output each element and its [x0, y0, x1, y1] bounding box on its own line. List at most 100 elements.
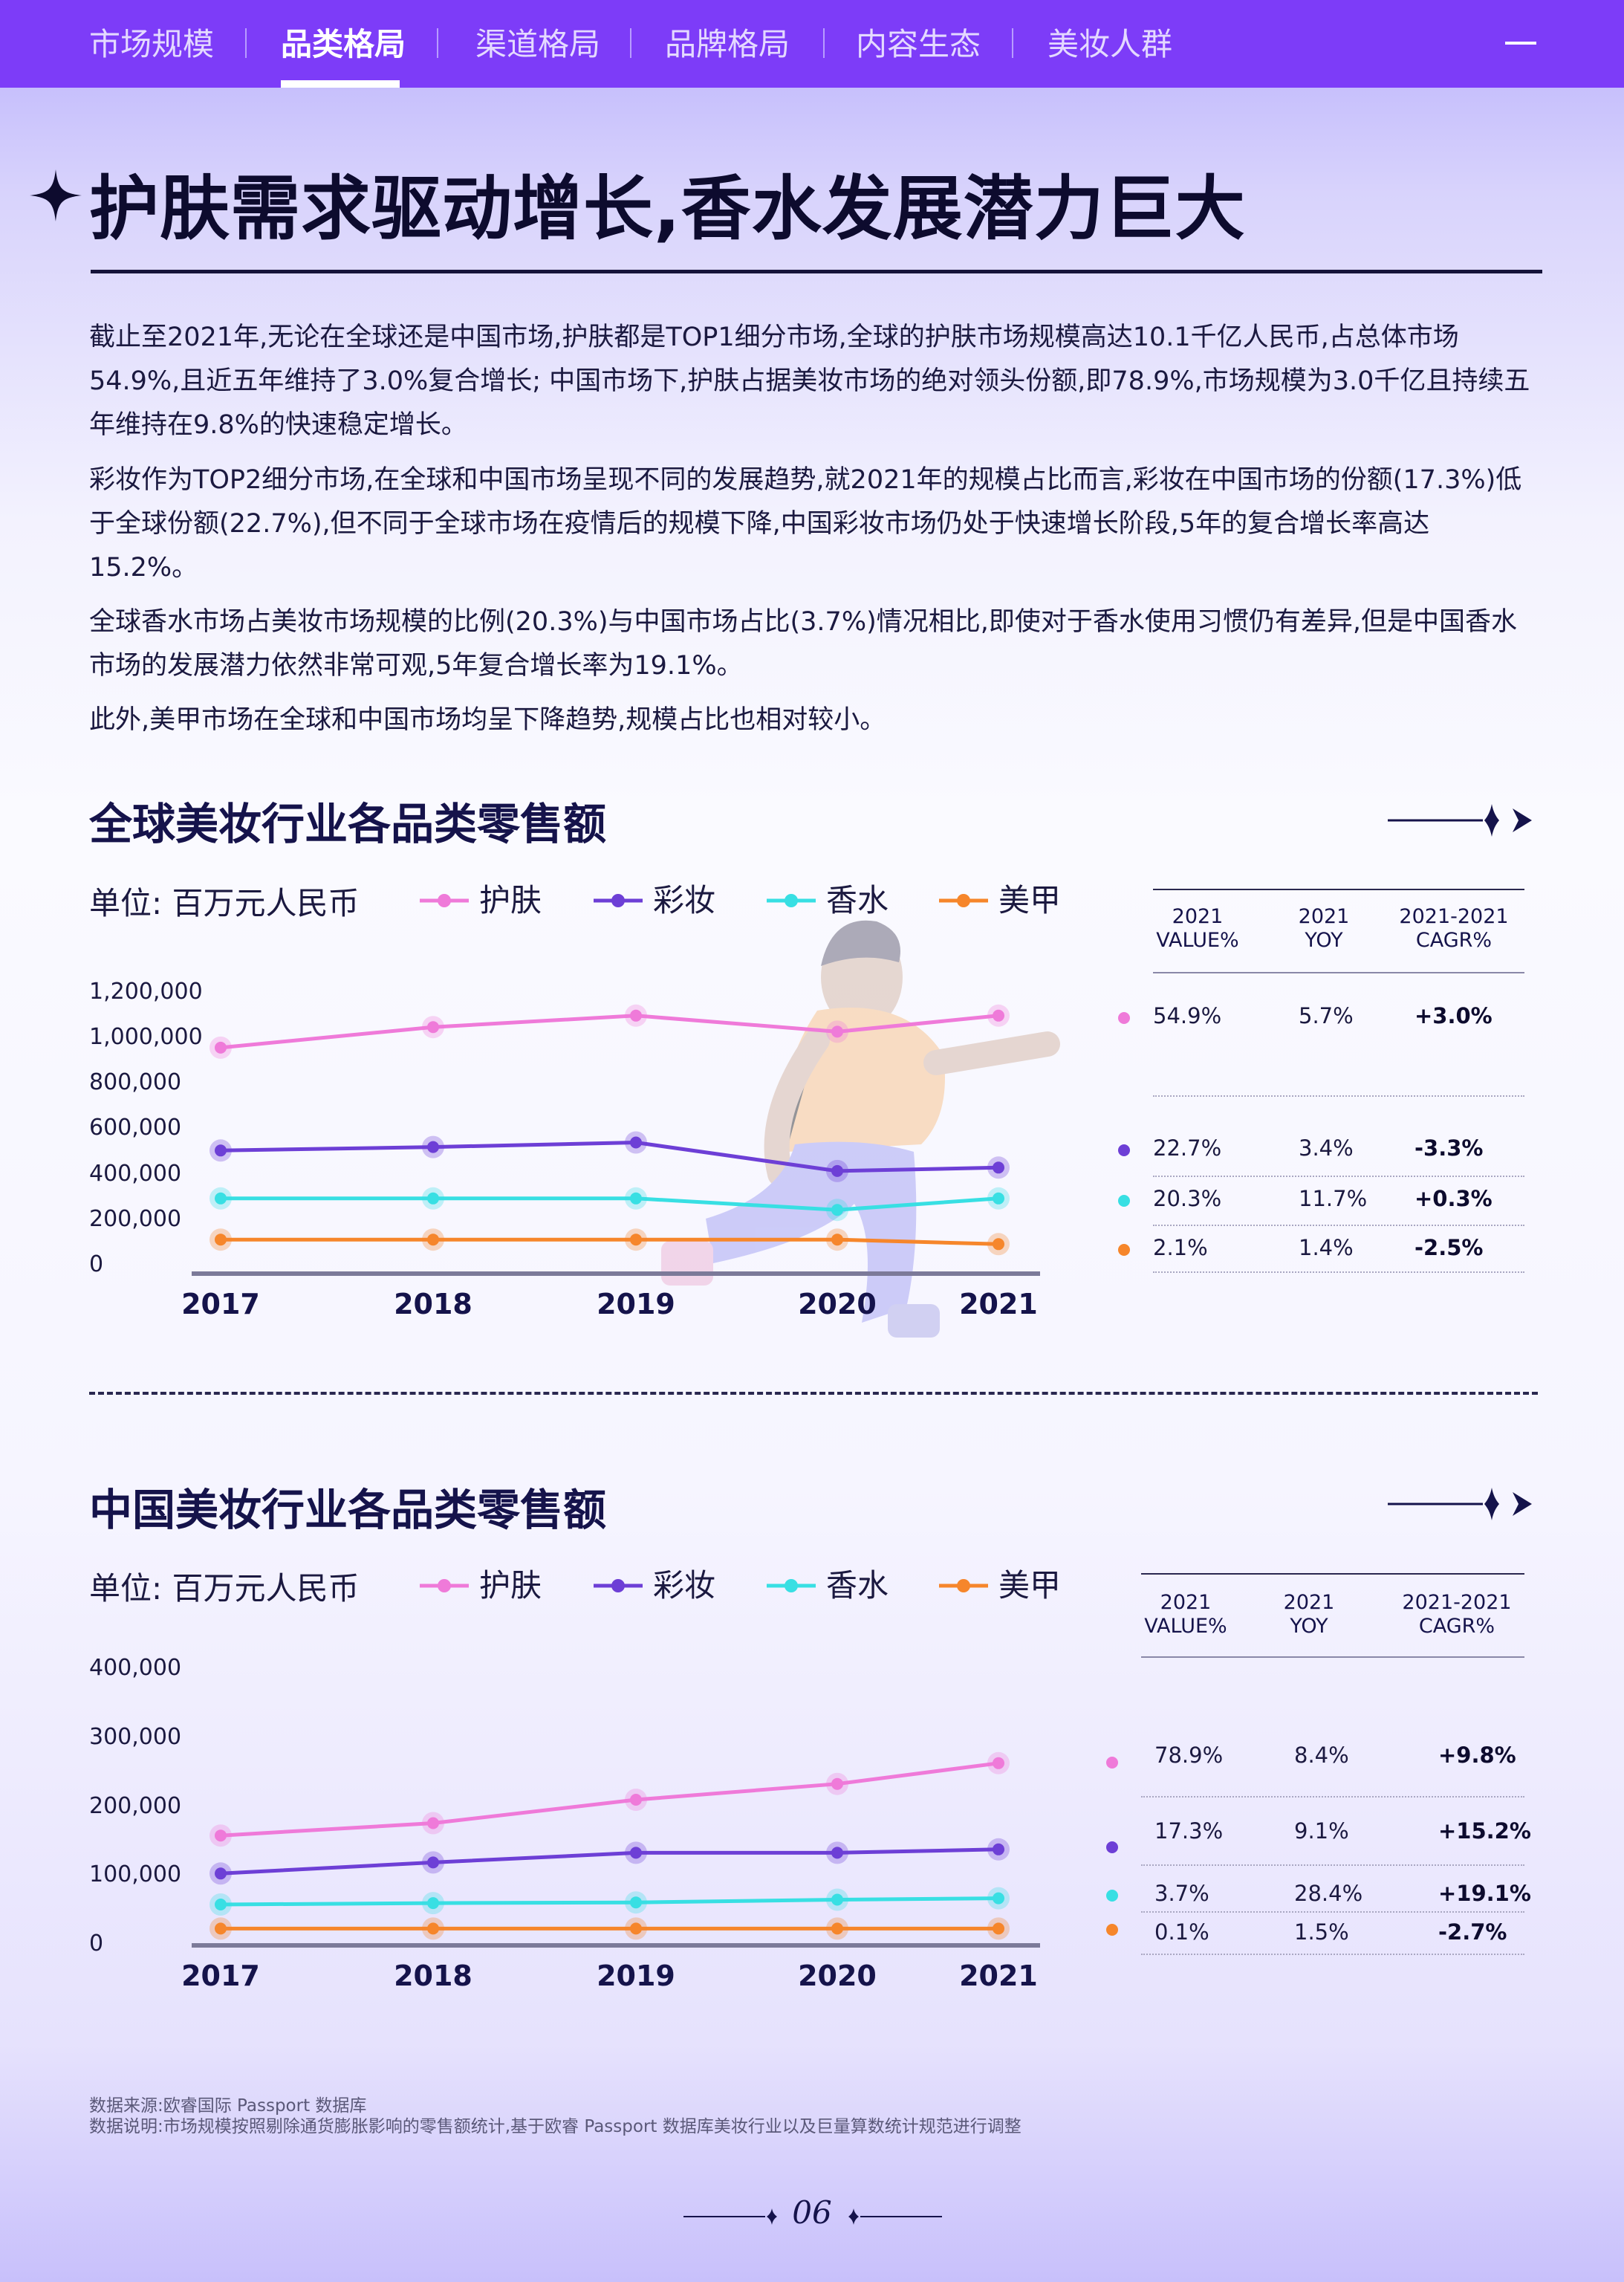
- table-cell: 11.7%: [1299, 1186, 1368, 1211]
- nav-separator: [437, 28, 438, 58]
- table-cell: 54.9%: [1153, 1003, 1222, 1028]
- table-header-value: 2021 VALUE%: [1156, 905, 1239, 952]
- table-cell: 1.5%: [1294, 1919, 1349, 1945]
- series-line-fragrance: [220, 1896, 999, 1907]
- data-point-makeup: [630, 1847, 642, 1859]
- legend-makeup: 彩妆: [592, 1563, 718, 1608]
- nav-tab-audience[interactable]: 美妆人群: [1048, 26, 1173, 62]
- legend-skincare-label: 护肤: [479, 882, 542, 918]
- table-cell: 8.4%: [1294, 1743, 1349, 1768]
- legend-nail: 美甲: [938, 1563, 1064, 1608]
- table-cell: 22.7%: [1153, 1135, 1222, 1161]
- table-cell: -2.5%: [1414, 1235, 1484, 1260]
- table-cell: -2.7%: [1438, 1919, 1507, 1945]
- page-number: 06: [792, 2194, 832, 2231]
- y-tick-label: 100,000: [89, 1861, 181, 1887]
- x-tick-label: 2020: [798, 1288, 877, 1320]
- page-deco-right-icon: [848, 2208, 942, 2225]
- data-point-skincare: [630, 1794, 642, 1806]
- legend-nail-label: 美甲: [998, 1567, 1062, 1604]
- nav-tab-category[interactable]: 品类格局: [281, 26, 406, 62]
- nav-tab-market-size[interactable]: 市场规模: [89, 26, 215, 62]
- hamburger-menu-icon[interactable]: [1505, 42, 1536, 45]
- y-tick-label: 200,000: [89, 1206, 181, 1232]
- table-header-rule: [1153, 972, 1524, 973]
- china-stats-table: 2021 VALUE% 2021 YOY 2021-2021 CAGR% 78.9% …: [1141, 1573, 1531, 1960]
- data-point-makeup: [831, 1847, 843, 1859]
- row-marker-nail: [1106, 1924, 1118, 1936]
- nav-tab-brand[interactable]: 品牌格局: [665, 26, 790, 62]
- data-point-makeup: [427, 1141, 439, 1153]
- y-tick-label: 1,200,000: [89, 979, 203, 1005]
- data-point-skincare: [993, 1757, 1004, 1769]
- table-cell: 20.3%: [1153, 1186, 1222, 1211]
- series-line-fragrance: [221, 1196, 999, 1212]
- nav-active-underline: [281, 80, 400, 88]
- legend-skincare: 护肤: [418, 1563, 545, 1608]
- paragraph-1: 截止至2021年,无论在全球还是中国市场,护肤都是TOP1细分市场,全球的护肤市…: [89, 322, 1530, 440]
- table-cell: 28.4%: [1294, 1881, 1363, 1906]
- table-cell: -3.3%: [1414, 1135, 1484, 1161]
- data-point-fragrance: [630, 1192, 642, 1205]
- legend-nail-marker: [939, 894, 988, 907]
- data-point-nail: [215, 1234, 227, 1246]
- table-cell: +0.3%: [1414, 1186, 1493, 1211]
- page-title: 护肤需求驱动增长,香水发展潜力巨大: [89, 169, 1246, 250]
- table-row-rule: [1141, 1954, 1524, 1955]
- data-point-nail: [831, 1234, 843, 1246]
- row-marker-skincare: [1118, 1012, 1130, 1024]
- data-point-fragrance: [831, 1204, 843, 1216]
- data-point-nail: [427, 1234, 439, 1246]
- data-point-nail: [831, 1922, 843, 1935]
- nav-separator: [823, 28, 825, 58]
- y-tick-label: 800,000: [89, 1069, 181, 1095]
- table-cell: 2.1%: [1153, 1235, 1208, 1260]
- table-cell: 1.4%: [1299, 1235, 1354, 1260]
- table-header-rule: [1141, 1656, 1524, 1658]
- series-line-makeup: [220, 1140, 999, 1173]
- series-line-skincare: [220, 1014, 999, 1050]
- x-tick-label: 2017: [181, 1960, 260, 1992]
- paragraph-3: 全球香水市场占美妆市场规模的比例(20.3%)与中国市场占比(3.7%)情况相比…: [89, 607, 1517, 681]
- sparkle-icon: [30, 169, 82, 221]
- legend-makeup-label: 彩妆: [653, 1567, 716, 1604]
- row-marker-fragrance: [1106, 1890, 1118, 1902]
- legend-skincare-marker: [420, 894, 469, 907]
- y-tick-label: 0: [89, 1931, 103, 1957]
- legend-fragrance-marker: [767, 1579, 816, 1592]
- paragraph-2: 彩妆作为TOP2细分市场,在全球和中国市场呈现不同的发展趋势,就2021年的规模…: [89, 465, 1522, 583]
- nav-tab-content[interactable]: 内容生态: [856, 26, 981, 62]
- legend-nail-marker: [939, 1579, 988, 1592]
- table-header-cagr: 2021-2021 CAGR%: [1402, 1591, 1512, 1638]
- table-cell: +15.2%: [1438, 1818, 1531, 1844]
- series-line-skincare: [220, 1761, 999, 1838]
- table-cell: 0.1%: [1154, 1919, 1209, 1945]
- y-tick-label: 400,000: [89, 1161, 181, 1187]
- nav-separator: [630, 28, 631, 58]
- row-marker-fragrance: [1118, 1195, 1130, 1207]
- row-marker-nail: [1118, 1244, 1130, 1256]
- china-line-chart: 400,000 300,000 200,000 100,000 0 2017 2…: [89, 1655, 1040, 1992]
- table-top-rule: [1141, 1573, 1524, 1575]
- table-cell: +9.8%: [1438, 1743, 1516, 1768]
- table-cell: 9.1%: [1294, 1818, 1349, 1844]
- data-point-skincare: [427, 1817, 439, 1829]
- legend-nail: 美甲: [938, 878, 1064, 923]
- data-point-skincare: [993, 1009, 1004, 1022]
- data-point-skincare: [215, 1041, 227, 1054]
- data-point-makeup: [993, 1843, 1004, 1855]
- data-point-nail: [993, 1922, 1004, 1935]
- table-row-rule: [1141, 1911, 1524, 1913]
- data-point-fragrance: [993, 1192, 1004, 1205]
- nav-tab-channel[interactable]: 渠道格局: [475, 26, 601, 62]
- global-unit-label: 单位: 百万元人民币: [89, 885, 360, 921]
- decorative-arrow-icon: [1388, 1488, 1532, 1520]
- data-point-fragrance: [993, 1892, 1004, 1905]
- x-tick-label: 2018: [394, 1288, 472, 1320]
- y-tick-label: 400,000: [89, 1655, 181, 1681]
- table-header-yoy: 2021 YOY: [1283, 1591, 1335, 1638]
- global-line-chart: 1,200,000 1,000,000 800,000 600,000 400,…: [89, 979, 1040, 1320]
- row-marker-makeup: [1106, 1841, 1118, 1853]
- legend-makeup-marker: [594, 894, 643, 907]
- table-row-rule: [1153, 1225, 1524, 1226]
